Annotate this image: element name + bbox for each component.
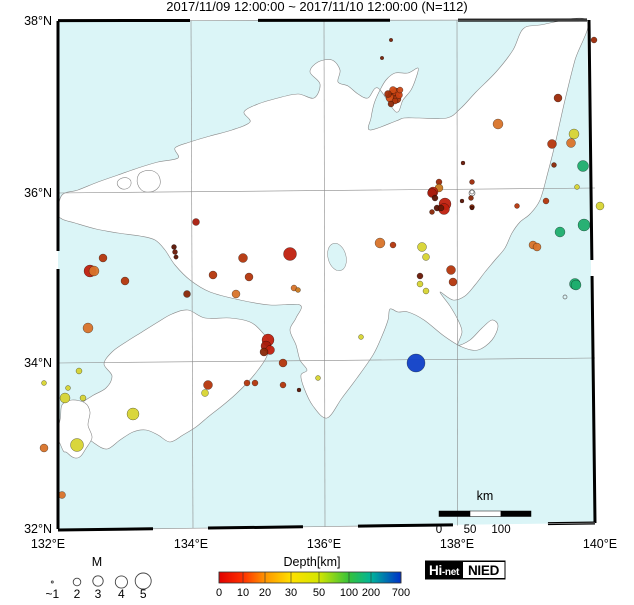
svg-text:0: 0 <box>216 587 222 599</box>
svg-text:32°N: 32°N <box>24 522 52 536</box>
svg-text:3: 3 <box>95 587 102 601</box>
svg-text:M: M <box>92 555 102 569</box>
svg-text:100: 100 <box>340 587 358 599</box>
svg-text:700: 700 <box>392 587 410 599</box>
svg-text:36°N: 36°N <box>24 186 52 200</box>
svg-text:4: 4 <box>118 587 125 601</box>
svg-text:134°E: 134°E <box>174 537 208 551</box>
svg-text:2017/11/09 12:00:00 ~ 2017/11/: 2017/11/09 12:00:00 ~ 2017/11/10 12:00:0… <box>166 0 467 14</box>
svg-text:50: 50 <box>313 587 325 599</box>
svg-text:140°E: 140°E <box>583 537 617 551</box>
svg-text:38°N: 38°N <box>24 14 52 28</box>
svg-text:20: 20 <box>259 587 271 599</box>
svg-text:138°E: 138°E <box>440 537 474 551</box>
svg-text:Depth[km]: Depth[km] <box>284 555 341 569</box>
svg-text:10: 10 <box>237 587 249 599</box>
svg-text:100: 100 <box>491 524 510 536</box>
svg-text:2: 2 <box>74 587 81 601</box>
svg-text:34°N: 34°N <box>24 356 52 370</box>
svg-text:132°E: 132°E <box>31 537 65 551</box>
svg-text:30: 30 <box>285 587 297 599</box>
svg-text:~1: ~1 <box>45 587 59 601</box>
svg-text:0: 0 <box>436 524 442 536</box>
svg-text:5: 5 <box>140 587 147 601</box>
svg-text:50: 50 <box>464 524 477 536</box>
svg-text:km: km <box>477 489 494 503</box>
svg-text:200: 200 <box>362 587 380 599</box>
svg-text:136°E: 136°E <box>307 537 341 551</box>
svg-text:NIED: NIED <box>468 563 500 578</box>
